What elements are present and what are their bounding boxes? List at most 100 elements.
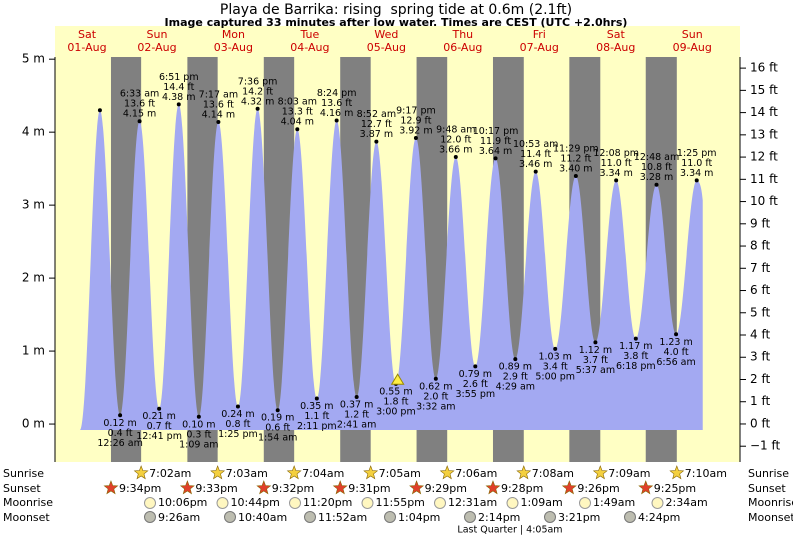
tide-ft: 3.8 ft (623, 351, 648, 362)
sunrise-icon (363, 465, 379, 480)
sunset-icon (332, 480, 348, 495)
date-label: 06-Aug (443, 41, 482, 54)
day-label: Tue (299, 28, 319, 41)
y2-tick-label: 15 ft (750, 83, 778, 97)
y2-tick-label: 16 ft (750, 61, 778, 75)
sunrise-icon (133, 465, 149, 480)
tide-ft: 11.2 ft (560, 153, 591, 164)
moonrise-icon (506, 497, 519, 509)
y2-tick-label: −1 ft (750, 439, 781, 453)
y2-tick-label: 1 ft (750, 394, 770, 408)
moonrise-icon (216, 497, 229, 509)
y-tick-label: 5 m (22, 52, 45, 66)
tide-ft: 3.4 ft (543, 361, 568, 372)
tide-point (513, 357, 518, 362)
tide-time: 1:25 pm (218, 429, 258, 440)
tide-point (118, 413, 123, 418)
tide-m: 0.12 m (103, 418, 136, 429)
tide-m: 4.14 m (202, 109, 235, 120)
y2-tick-label: 4 ft (750, 328, 770, 342)
tide-time: 6:56 am (656, 357, 695, 368)
tide-time: 3:55 pm (455, 389, 495, 400)
tide-m: 4.15 m (123, 109, 156, 120)
y-tick-label: 3 m (22, 198, 45, 212)
day-label: Sun (682, 28, 703, 41)
y2-tick-label: 13 ft (750, 127, 778, 141)
tide-ft: 13.3 ft (282, 107, 313, 118)
sunrise-icon (286, 465, 302, 480)
row-label: Moonset (748, 511, 793, 524)
tide-ft: 2.6 ft (463, 379, 488, 390)
moonset-time: 9:26am (158, 511, 200, 524)
sunrise-time: 7:09am (608, 467, 650, 480)
tide-point (255, 106, 260, 111)
tide-time: 1:54 am (258, 433, 297, 444)
tide-point (314, 396, 319, 401)
sunset-icon (409, 480, 425, 495)
tide-m: 0.37 m (340, 400, 373, 411)
sunrise-time: 7:08am (532, 467, 574, 480)
tide-m: 0.79 m (459, 369, 492, 380)
day-label: Wed (374, 28, 398, 41)
tide-ft: 4.0 ft (664, 347, 689, 358)
tide-ft: 11.0 ft (681, 158, 712, 169)
moonset-time: 4:24pm (638, 511, 680, 524)
date-label: 09-Aug (673, 41, 712, 54)
tide-m: 1.17 m (619, 341, 652, 352)
date-label: 02-Aug (137, 41, 176, 54)
tide-point (354, 395, 359, 400)
tide-time: 2:11 pm (297, 421, 337, 432)
day-label: Sat (78, 28, 97, 41)
chart-subtitle: Image captured 33 minutes after low wate… (165, 16, 628, 29)
moonset-icon (144, 511, 156, 523)
tide-area (79, 104, 703, 430)
sunset-icon (561, 480, 577, 495)
tide-point (196, 414, 201, 419)
tide-time: 7:17 am (199, 89, 238, 100)
tide-m: 3.92 m (399, 126, 432, 137)
sunset-icon (256, 480, 272, 495)
tide-m: 3.87 m (360, 129, 393, 140)
sunset-time: 9:32pm (272, 482, 314, 495)
row-label: Moonset (3, 511, 50, 524)
moonset-icon (224, 511, 236, 523)
date-label: 04-Aug (290, 41, 329, 54)
tide-m: 3.34 m (599, 168, 632, 179)
y2-tick-label: 14 ft (750, 105, 778, 119)
tide-m: 0.19 m (261, 413, 294, 424)
day-label: Mon (222, 28, 245, 41)
tide-ft: 14.2 ft (242, 86, 273, 97)
tide-point (176, 102, 181, 107)
tide-time: 10:53 am (513, 139, 558, 150)
y-tick-label: 0 m (22, 417, 45, 431)
y2-tick-label: 8 ft (750, 239, 770, 253)
y-tick-label: 4 m (22, 125, 45, 139)
tide-point (374, 139, 379, 144)
sunset-icon (485, 480, 501, 495)
tide-point (533, 169, 538, 174)
tide-ft: 12.7 ft (361, 119, 392, 130)
y2-tick-label: 3 ft (750, 350, 770, 364)
sunrise-time: 7:04am (302, 467, 344, 480)
moonrise-time: 10:44pm (231, 496, 280, 509)
date-label: 08-Aug (596, 41, 635, 54)
sunrise-time: 7:03am (226, 467, 268, 480)
tide-time: 5:00 pm (535, 371, 575, 382)
moonset-time: 2:14pm (478, 511, 520, 524)
day-label: Fri (533, 28, 546, 41)
row-label: Sunset (748, 482, 786, 495)
moonset-time: 11:52am (318, 511, 367, 524)
tide-point (295, 127, 300, 132)
moonrise-time: 2:34am (666, 496, 708, 509)
tide-time: 3:32 am (416, 401, 455, 412)
day-label: Sun (146, 28, 167, 41)
tide-point (97, 108, 102, 113)
moonrise-icon (289, 497, 301, 509)
y2-tick-label: 9 ft (750, 216, 770, 230)
tide-m: 0.10 m (182, 419, 215, 430)
tide-m: 0.35 m (300, 401, 333, 412)
tide-ft: 11.0 ft (601, 158, 632, 169)
sunset-icon (638, 480, 654, 495)
tide-time: 5:37 am (576, 365, 615, 376)
sunset-icon (103, 480, 119, 495)
